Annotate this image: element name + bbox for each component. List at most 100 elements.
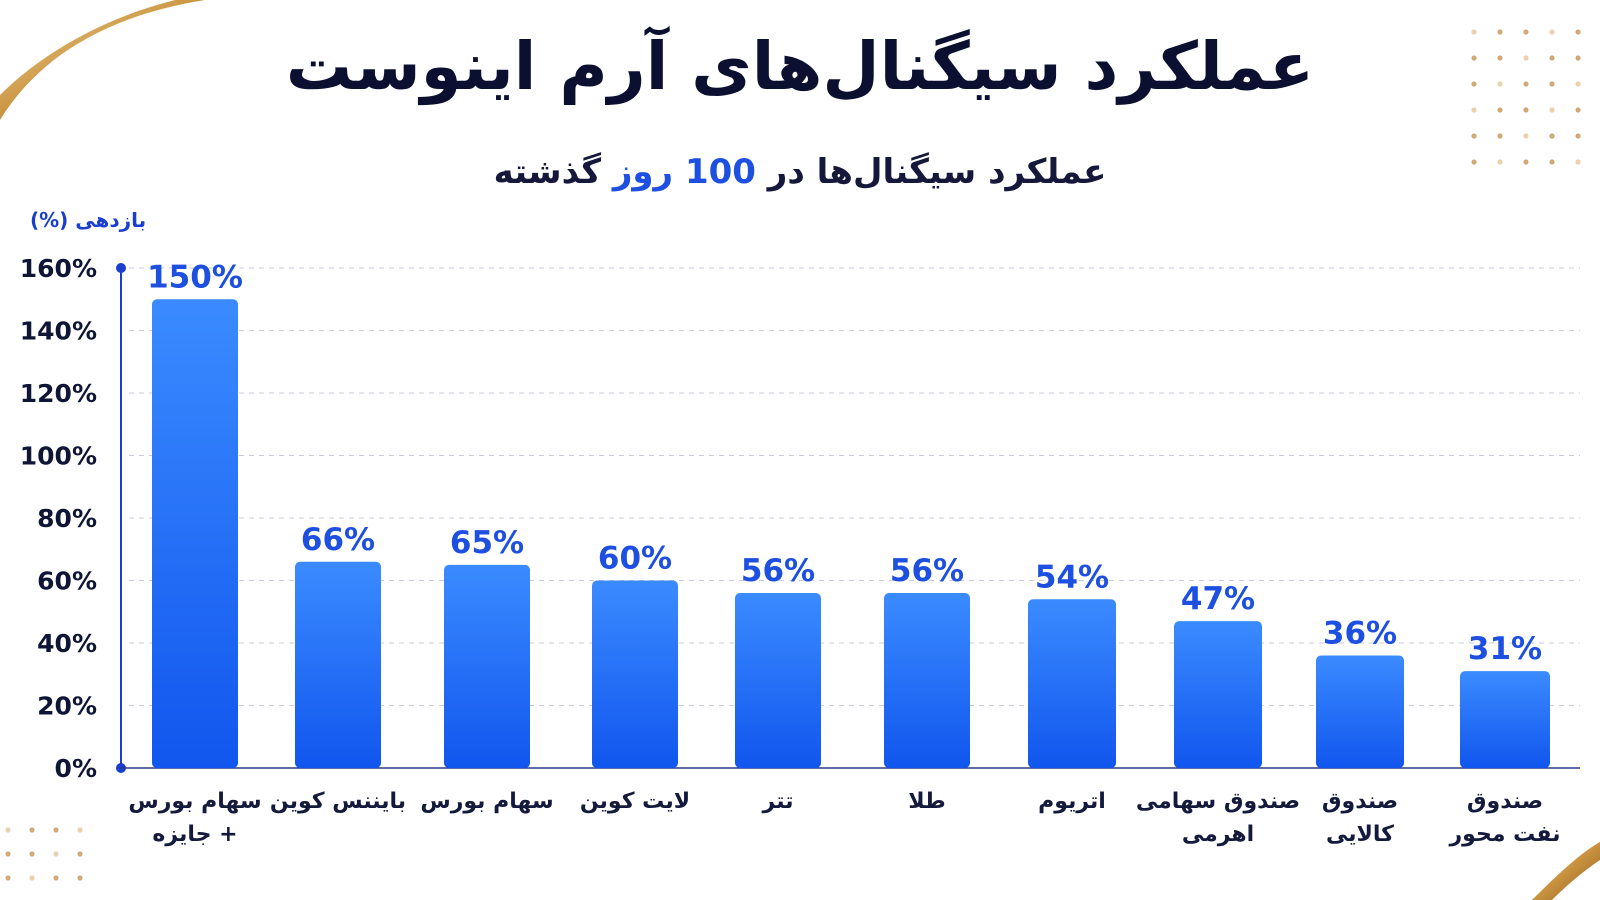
decorative-dot [29, 875, 35, 881]
category-label-line: تتر [762, 789, 794, 814]
decorative-dot [1523, 55, 1529, 61]
decorative-dot [1549, 107, 1555, 113]
page-title: عملکرد سیگنال‌های آرم اینوست [285, 28, 1315, 105]
y-tick-label: 60% [37, 567, 97, 596]
decorative-dot [1575, 81, 1581, 87]
category-label-line: لایت کوین [580, 789, 690, 814]
decorative-dot [1497, 133, 1503, 139]
category-label: اتریوم [1038, 789, 1106, 814]
bar [1460, 671, 1550, 768]
data-label: 31% [1468, 631, 1542, 667]
y-tick-label: 100% [20, 442, 97, 471]
decorative-dot [1575, 29, 1581, 35]
bar [1028, 599, 1116, 768]
data-label: 150% [147, 259, 243, 295]
decorative-dot [77, 851, 83, 857]
y-tick-label: 80% [37, 504, 97, 533]
decorative-dot [1523, 133, 1529, 139]
category-label: تتر [762, 789, 794, 814]
decorative-dot [1549, 29, 1555, 35]
decorative-dot [5, 851, 11, 857]
decorative-dot [1523, 107, 1529, 113]
decorative-dot [29, 851, 35, 857]
decorative-dot [1575, 159, 1581, 165]
decorative-dot [1497, 55, 1503, 61]
y-tick-label: 140% [20, 317, 97, 346]
y-tick-label: 40% [37, 629, 97, 658]
category-label: طلا [908, 789, 945, 814]
category-label: صندوق کالایی [1322, 789, 1398, 847]
data-label: 56% [890, 553, 964, 589]
decorative-dot [1497, 81, 1503, 87]
data-label: 60% [598, 541, 672, 577]
decorative-dot [1575, 133, 1581, 139]
bar [1316, 655, 1404, 768]
decorative-dot [1549, 55, 1555, 61]
decorative-dot [5, 827, 11, 833]
decorative-dot [1497, 159, 1503, 165]
category-label-line: طلا [908, 789, 945, 814]
category-label: صندوق نفت محور [1449, 789, 1561, 847]
y-axis-top-dot [116, 263, 126, 273]
decorative-dot [77, 827, 83, 833]
y-tick-label: 160% [20, 254, 97, 283]
bar [1174, 621, 1262, 768]
decorative-dot [1549, 159, 1555, 165]
category-label-line: سهام بورس [128, 789, 261, 814]
category-label: سهام بورس + جایزه [128, 789, 261, 847]
decorative-dot [53, 875, 59, 881]
data-label: 54% [1035, 559, 1109, 595]
bar [884, 593, 970, 768]
decorative-dot [1497, 29, 1503, 35]
decorative-dot [1471, 55, 1477, 61]
data-label: 65% [450, 525, 524, 561]
decorative-dot [53, 827, 59, 833]
decorative-dot [1523, 29, 1529, 35]
category-label-line: نفت محور [1449, 822, 1561, 847]
data-label: 47% [1181, 581, 1255, 617]
decorative-dot [1471, 81, 1477, 87]
subtitle-after: گذشته [493, 152, 601, 192]
decorative-dot [1471, 159, 1477, 165]
decorative-dot [1523, 81, 1529, 87]
category-label-line: صندوق [1322, 789, 1398, 814]
category-label-line: + جایزه [152, 822, 237, 847]
category-label-line: صندوق [1467, 789, 1543, 814]
category-label: لایت کوین [580, 789, 690, 814]
decorative-dot [1549, 133, 1555, 139]
category-label: سهام بورس [420, 789, 553, 814]
data-label: 36% [1323, 616, 1397, 652]
subtitle-before: عملکرد سیگنال‌ها در [767, 152, 1107, 192]
decorative-dot [1575, 107, 1581, 113]
decorative-dot [1523, 159, 1529, 165]
y-tick-label: 120% [20, 379, 97, 408]
subtitle-number: 100 [684, 152, 756, 192]
decorative-dot [1497, 107, 1503, 113]
decorative-dot [77, 875, 83, 881]
decorative-dot [53, 851, 59, 857]
y-axis-label: بازدهی (%) [30, 208, 147, 232]
decorative-dot [29, 827, 35, 833]
bar [735, 593, 821, 768]
page-subtitle: عملکرد سیگنال‌ها در 100 روز گذشته [0, 152, 1600, 192]
decorative-dot [5, 875, 11, 881]
category-label: بایننس کوین [270, 789, 406, 814]
subtitle-unit: روز [612, 152, 674, 192]
gold-swoosh-bottom-right [1532, 842, 1600, 900]
decorative-dot [1471, 133, 1477, 139]
data-label: 66% [301, 522, 375, 558]
category-label-line: بایننس کوین [270, 789, 406, 814]
category-label-line: اتریوم [1038, 789, 1106, 814]
decorative-dot [1549, 81, 1555, 87]
bar [295, 561, 381, 768]
y-tick-label: 20% [37, 692, 97, 721]
y-tick-label: 0% [55, 754, 97, 783]
bar [444, 564, 530, 768]
decorative-dot [1471, 107, 1477, 113]
bar [592, 580, 678, 768]
category-label-line: کالایی [1326, 822, 1394, 847]
decorative-dot [1471, 29, 1477, 35]
